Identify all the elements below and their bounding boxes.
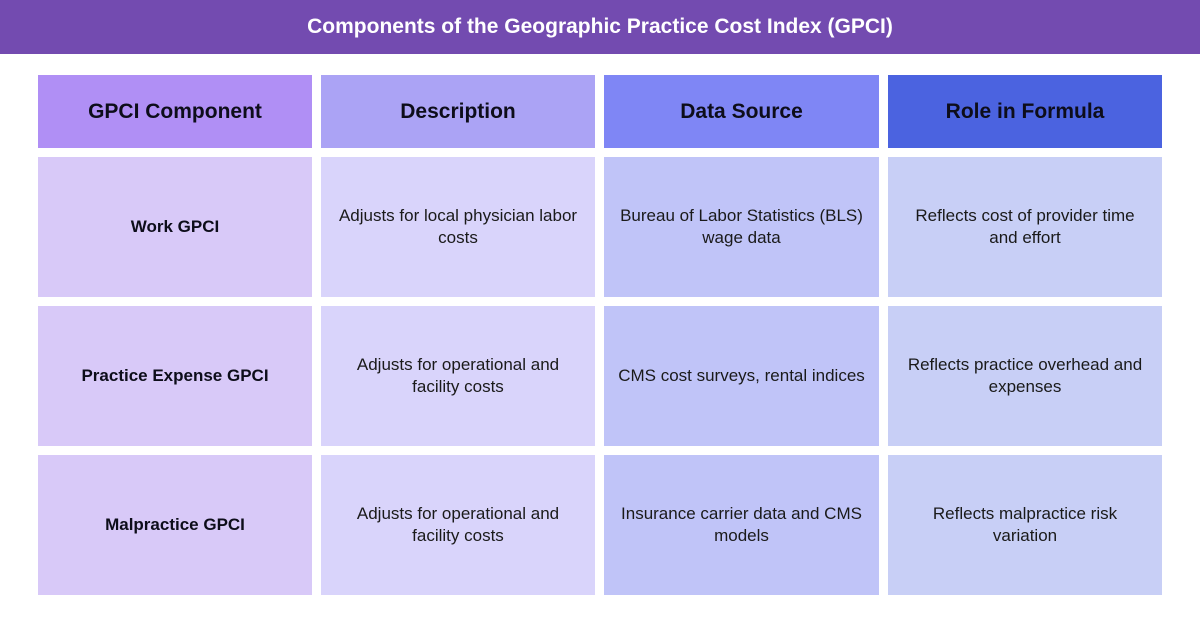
row-malpractice-data-source: Insurance carrier data and CMS models <box>604 455 879 595</box>
row-work-role: Reflects cost of provider time and effor… <box>888 157 1162 297</box>
row-work-data-source: Bureau of Labor Statistics (BLS) wage da… <box>604 157 879 297</box>
header-description: Description <box>321 75 595 148</box>
row-practice-expense-description: Adjusts for operational and facility cos… <box>321 306 595 446</box>
row-work-component: Work GPCI <box>38 157 312 297</box>
row-malpractice-component: Malpractice GPCI <box>38 455 312 595</box>
row-malpractice-description: Adjusts for operational and facility cos… <box>321 455 595 595</box>
row-practice-expense-component: Practice Expense GPCI <box>38 306 312 446</box>
row-practice-expense-data-source: CMS cost surveys, rental indices <box>604 306 879 446</box>
row-work-description: Adjusts for local physician labor costs <box>321 157 595 297</box>
gpci-table: GPCI Component Description Data Source R… <box>38 75 1162 595</box>
title-bar: Components of the Geographic Practice Co… <box>0 0 1200 54</box>
row-practice-expense-role: Reflects practice overhead and expenses <box>888 306 1162 446</box>
header-gpci-component: GPCI Component <box>38 75 312 148</box>
header-role-in-formula: Role in Formula <box>888 75 1162 148</box>
row-malpractice-role: Reflects malpractice risk variation <box>888 455 1162 595</box>
header-data-source: Data Source <box>604 75 879 148</box>
page-title: Components of the Geographic Practice Co… <box>307 15 893 38</box>
